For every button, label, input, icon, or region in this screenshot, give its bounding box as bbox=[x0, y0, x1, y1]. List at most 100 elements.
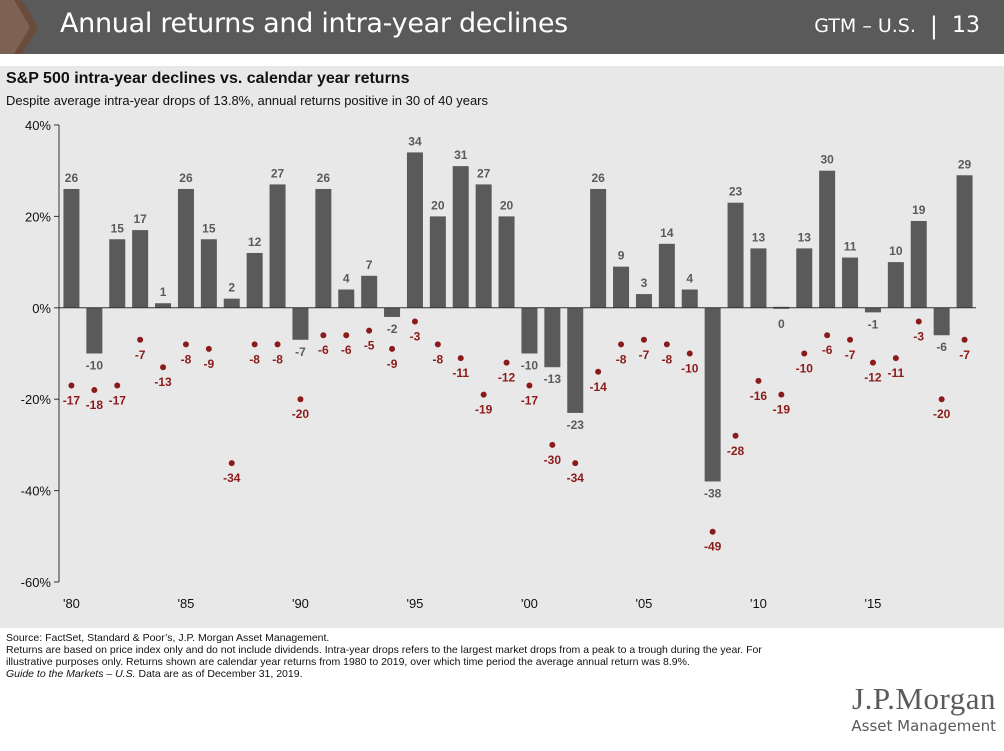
bar-value-label: 2 bbox=[228, 281, 235, 295]
decline-label: -18 bbox=[86, 398, 104, 412]
bar-value-label: 34 bbox=[408, 134, 422, 148]
decline-dot bbox=[801, 350, 808, 357]
bar-value-label: 15 bbox=[202, 221, 216, 235]
bar bbox=[704, 307, 721, 482]
decline-label: -3 bbox=[913, 330, 924, 344]
bar bbox=[842, 257, 859, 308]
decline-dot bbox=[686, 350, 693, 357]
decline-label: -8 bbox=[272, 352, 283, 366]
chart-plot: 40%20%0%-20%-40%-60%26-1015171261521227-… bbox=[21, 118, 976, 611]
footnote-note: Returns are based on price index only an… bbox=[6, 644, 762, 668]
bar-value-label: 4 bbox=[686, 272, 693, 286]
decline-label: -17 bbox=[109, 393, 127, 407]
bar bbox=[429, 216, 446, 308]
bar bbox=[292, 307, 309, 340]
header-section-info: GTM – U.S. | 13 bbox=[814, 13, 980, 38]
decline-label: -34 bbox=[567, 471, 585, 485]
bar bbox=[63, 188, 80, 308]
logo-wordmark: J.P.Morgan bbox=[852, 681, 996, 716]
decline-label: -10 bbox=[796, 362, 814, 376]
decline-dot bbox=[389, 345, 396, 352]
bar bbox=[544, 307, 561, 368]
decline-label: -6 bbox=[341, 343, 352, 357]
page-number: 13 bbox=[952, 13, 980, 38]
decline-dot bbox=[343, 332, 350, 339]
bar-value-label: 0 bbox=[778, 317, 785, 331]
y-tick-label: -60% bbox=[21, 575, 52, 590]
bar-value-label: 27 bbox=[477, 166, 491, 180]
decline-label: -17 bbox=[63, 393, 81, 407]
decline-dot bbox=[366, 327, 373, 334]
decline-dot bbox=[847, 336, 854, 343]
decline-label: -8 bbox=[433, 352, 444, 366]
x-tick-label: '90 bbox=[292, 596, 309, 611]
decline-label: -19 bbox=[773, 403, 791, 417]
decline-label: -11 bbox=[888, 366, 905, 380]
bar bbox=[613, 266, 630, 308]
decline-dot bbox=[480, 391, 487, 398]
bar-value-label: 20 bbox=[500, 198, 514, 212]
bar-value-label: -38 bbox=[704, 486, 722, 500]
decline-dot bbox=[526, 382, 533, 389]
decline-label: -9 bbox=[387, 357, 398, 371]
decline-dot bbox=[709, 528, 716, 535]
header-bar: Annual returns and intra-year declines G… bbox=[0, 0, 1004, 54]
decline-dot bbox=[503, 359, 510, 366]
decline-dot bbox=[778, 391, 785, 398]
bar bbox=[956, 175, 973, 308]
decline-dot bbox=[228, 460, 235, 467]
bar bbox=[658, 243, 675, 308]
bar bbox=[727, 202, 744, 308]
bar-value-label: 10 bbox=[889, 244, 903, 258]
bar-value-label: -10 bbox=[86, 359, 104, 373]
bar bbox=[315, 188, 332, 308]
decline-dot bbox=[91, 387, 98, 394]
decline-label: -7 bbox=[845, 348, 856, 362]
decline-dot bbox=[732, 432, 739, 439]
decline-label: -3 bbox=[410, 330, 421, 344]
bar-value-label: 13 bbox=[798, 230, 812, 244]
page-title: Annual returns and intra-year declines bbox=[60, 8, 568, 39]
y-tick-label: -20% bbox=[21, 392, 52, 407]
decline-label: -6 bbox=[822, 343, 833, 357]
decline-label: -11 bbox=[452, 366, 469, 380]
bar-value-label: 19 bbox=[912, 203, 926, 217]
decline-dot bbox=[824, 332, 831, 339]
decline-dot bbox=[595, 368, 602, 375]
decline-label: -12 bbox=[864, 371, 882, 385]
decline-dot bbox=[915, 318, 922, 325]
bar bbox=[223, 298, 240, 308]
decline-dot bbox=[297, 396, 304, 403]
x-tick-label: '05 bbox=[635, 596, 652, 611]
bar-value-label: 27 bbox=[271, 166, 285, 180]
bar bbox=[681, 289, 698, 308]
decline-dot bbox=[434, 341, 441, 348]
x-tick-label: '85 bbox=[177, 596, 194, 611]
bar-value-label: 26 bbox=[65, 171, 79, 185]
decline-label: -49 bbox=[704, 540, 722, 554]
bar-value-label: 20 bbox=[431, 198, 445, 212]
decline-dot bbox=[320, 332, 327, 339]
header-chevron-icon bbox=[0, 0, 38, 54]
bar-value-label: 7 bbox=[366, 258, 373, 272]
bar bbox=[269, 184, 286, 308]
decline-label: -16 bbox=[750, 389, 768, 403]
bar-value-label: 1 bbox=[160, 285, 167, 299]
section-label: GTM – U.S. bbox=[814, 14, 916, 37]
bar-value-label: 15 bbox=[111, 221, 125, 235]
bar bbox=[109, 239, 126, 308]
decline-label: -7 bbox=[135, 348, 146, 362]
decline-dot bbox=[755, 377, 762, 384]
y-tick-label: 0% bbox=[32, 301, 51, 316]
decline-dot bbox=[68, 382, 75, 389]
decline-label: -7 bbox=[959, 348, 970, 362]
decline-dot bbox=[572, 460, 579, 467]
decline-label: -17 bbox=[521, 393, 539, 407]
bar bbox=[933, 307, 950, 336]
bar bbox=[567, 307, 584, 413]
decline-dot bbox=[137, 336, 144, 343]
bar-value-label: 4 bbox=[343, 272, 350, 286]
bar bbox=[910, 220, 927, 308]
bar bbox=[132, 230, 149, 308]
bar-value-label: -1 bbox=[868, 317, 879, 331]
